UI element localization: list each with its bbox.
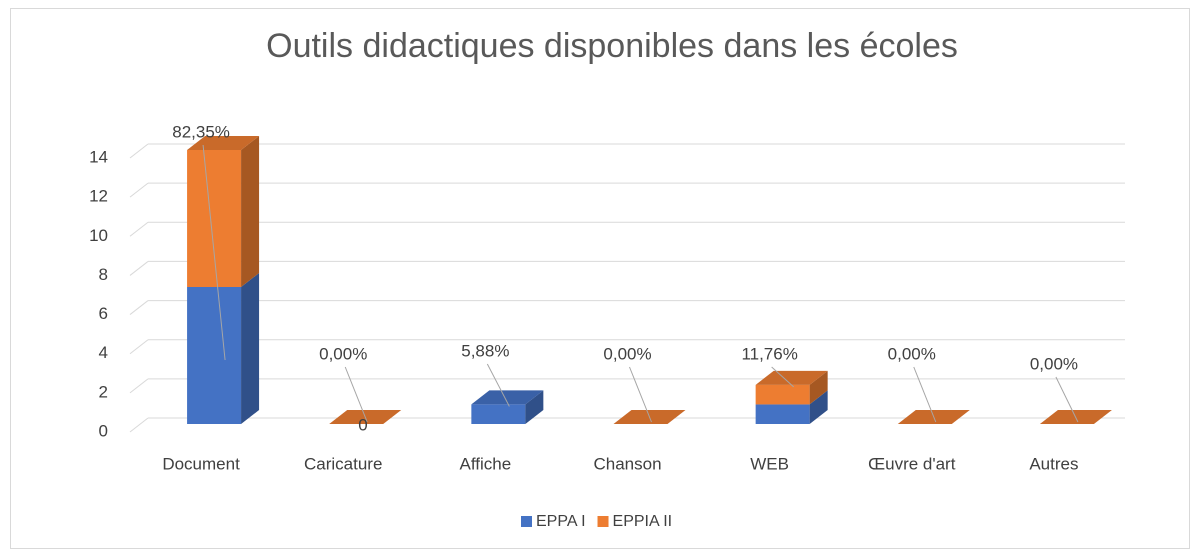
bar-side [809, 370, 828, 405]
y-tick-label: 2 [99, 382, 108, 401]
grid-line [129, 182, 149, 198]
data-label: 0,00% [603, 344, 651, 363]
bar-top [471, 390, 544, 405]
y-tick-label: 10 [89, 226, 108, 245]
y-tick-label: 0 [99, 421, 108, 440]
bar-front [187, 287, 242, 424]
bar-side [241, 136, 260, 287]
grid-line [129, 261, 149, 276]
data-label: 0,00% [1030, 354, 1078, 373]
grid-line [129, 378, 149, 394]
legend-swatch [597, 516, 609, 527]
y-tick-label: 6 [99, 304, 108, 323]
grid-line [129, 221, 149, 237]
data-label: 0 [358, 415, 367, 434]
bar-front [471, 404, 526, 424]
y-tick-label: 8 [99, 265, 108, 284]
leader-line [771, 366, 794, 388]
x-tick-label: Chanson [593, 454, 661, 473]
bar-side [525, 390, 544, 424]
leader-line [202, 144, 226, 361]
x-tick-label: Document [162, 454, 240, 473]
data-label: 0,00% [319, 344, 367, 363]
x-tick-label: Œuvre d'art [868, 454, 956, 473]
leader-line [913, 366, 937, 423]
bar-front [187, 150, 242, 287]
x-tick-label: Autres [1029, 454, 1078, 473]
grid-line [129, 417, 149, 433]
y-tick-label: 12 [89, 187, 108, 206]
chart-title: Outils didactiques disponibles dans les … [266, 27, 958, 65]
data-label: 5,88% [461, 341, 509, 360]
legend-swatch [521, 516, 532, 527]
x-tick-label: WEB [750, 454, 789, 473]
leader-line [629, 366, 652, 423]
leader-line [1055, 376, 1079, 423]
bar-front [755, 404, 810, 424]
bar-top [187, 136, 260, 150]
leader-line [344, 366, 368, 423]
grid-line [129, 143, 149, 159]
bar-side [809, 390, 828, 424]
legend-label: EPPA I [536, 513, 586, 530]
bar-front [755, 384, 810, 405]
grid-line [129, 339, 149, 355]
x-tick-label: Caricature [304, 454, 382, 473]
data-label: 82,35% [172, 122, 230, 141]
legend-label: EPPIA II [613, 513, 673, 530]
bar-top [755, 370, 828, 385]
leader-line [486, 363, 510, 407]
y-tick-label: 14 [89, 147, 108, 166]
y-tick-label: 4 [99, 343, 108, 362]
grid-line [129, 300, 149, 315]
data-label: 11,76% [741, 344, 797, 363]
bar-side [241, 273, 260, 424]
data-label: 0,00% [888, 344, 936, 363]
x-tick-label: Affiche [460, 454, 512, 473]
